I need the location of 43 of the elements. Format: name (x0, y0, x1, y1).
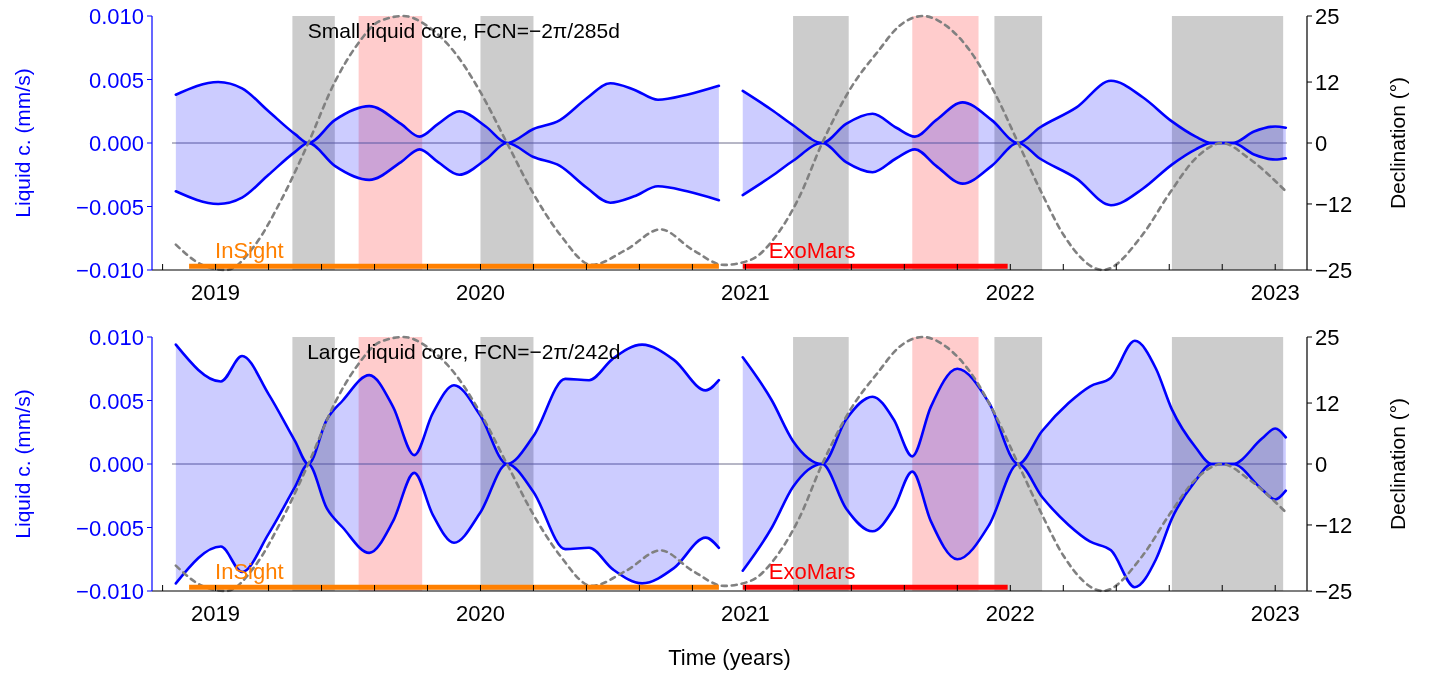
y-tick-label: −0.010 (76, 579, 144, 604)
chart-title: Small liquid core, FCN=−2π/285d (307, 19, 620, 42)
x-tick-label: 2020 (456, 601, 505, 626)
x-tick-label: 2019 (191, 280, 241, 305)
series-label: ExoMars (768, 559, 856, 585)
y2-tick-label: −12 (1315, 512, 1353, 538)
y2-tick-label: −25 (1315, 258, 1353, 283)
y2-tick-label: 0 (1315, 131, 1328, 156)
y-axis-title: Liquid c. (mm/s) (11, 389, 34, 539)
y2-axis-title: Declination (°) (1386, 397, 1409, 531)
y2-axis-title: Declination (°) (1386, 76, 1409, 210)
x-tick-label: 2023 (1250, 601, 1300, 626)
x-axis-title: Time (years) (668, 645, 791, 670)
x-tick-label: 2022 (985, 601, 1035, 626)
y2-tick-label: −25 (1315, 579, 1353, 604)
series-label: InSight (215, 559, 284, 585)
y-axis-title: Liquid c. (mm/s) (11, 68, 34, 218)
y2-tick-label: 12 (1315, 391, 1340, 417)
y-tick-label: −0.005 (76, 194, 144, 220)
y-tick-label: −0.005 (76, 515, 144, 541)
line-series (174, 335, 1288, 593)
y2-tick-label: 0 (1315, 452, 1328, 477)
x-tick-label: 2021 (720, 280, 770, 305)
series-label: ExoMars (768, 238, 856, 264)
x-tick-label: 2020 (456, 280, 505, 305)
x-tick-label: 2021 (720, 601, 770, 626)
y-tick-label: −0.010 (76, 258, 144, 283)
y-tick-label: 0.000 (88, 131, 144, 156)
y-tick-label: 0.010 (88, 4, 144, 29)
y2-tick-label: 25 (1315, 325, 1340, 350)
x-tick-label: 2023 (1250, 280, 1300, 305)
y-tick-label: 0.000 (88, 452, 144, 477)
y-tick-label: 0.005 (88, 67, 144, 93)
y-tick-label: 0.005 (88, 388, 144, 414)
y2-tick-label: −12 (1315, 191, 1353, 217)
y2-tick-label: 12 (1315, 70, 1340, 96)
y2-tick-label: 25 (1315, 4, 1340, 29)
y-tick-label: 0.010 (88, 325, 144, 350)
x-tick-label: 2022 (985, 280, 1035, 305)
x-tick-label: 2019 (191, 601, 241, 626)
line-series (174, 14, 1288, 272)
series-label: InSight (215, 238, 284, 264)
chart-title: Large liquid core, FCN=−2π/242d (307, 340, 621, 363)
